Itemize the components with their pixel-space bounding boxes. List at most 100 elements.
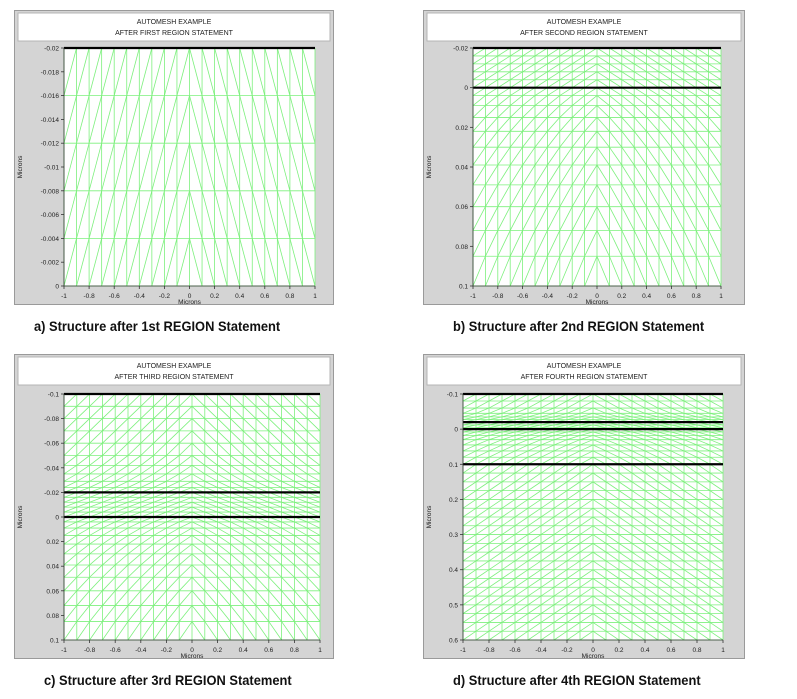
mesh-diagonal-line — [514, 595, 529, 606]
mesh-diagonal-line — [140, 527, 154, 536]
mesh-diagonal-line — [571, 95, 585, 106]
mesh-diagonal-line — [204, 442, 218, 456]
mesh-diagonal-line — [579, 424, 594, 429]
mesh-diagonal-line — [670, 393, 685, 402]
mesh-diagonal-line — [547, 79, 561, 89]
mesh-diagonal-line — [114, 535, 129, 545]
x-axis-label: Microns — [178, 299, 202, 305]
mesh-diagonal-line — [113, 238, 128, 287]
mesh-diagonal-line — [708, 47, 722, 57]
mesh-diagonal-line — [268, 605, 282, 622]
mesh-diagonal-line — [294, 442, 308, 456]
mesh-diagonal-line — [553, 525, 568, 535]
mesh-diagonal-line — [153, 543, 167, 555]
mesh-diagonal-line — [708, 230, 722, 257]
title-box — [426, 356, 742, 386]
mesh-diagonal-line — [566, 407, 581, 414]
mesh-diagonal-line — [268, 564, 282, 578]
x-axis-label: Microns — [582, 653, 606, 659]
mesh-diagonal-line — [76, 430, 90, 444]
mesh-diagonal-line — [708, 105, 722, 118]
mesh-diagonal-line — [226, 190, 241, 239]
mesh-diagonal-line — [251, 190, 266, 239]
mesh-diagonal-line — [89, 564, 103, 578]
mesh-diagonal-line — [276, 238, 291, 287]
mesh-diagonal-line — [127, 393, 142, 407]
mesh-diagonal-line — [605, 393, 620, 402]
mesh-diagonal-line — [683, 55, 697, 65]
mesh-diagonal-line — [579, 604, 594, 614]
mesh-diagonal-line — [605, 578, 620, 588]
mesh-diagonal-line — [475, 560, 490, 571]
mesh-diagonal-line — [497, 55, 511, 65]
mesh-diagonal-line — [488, 613, 503, 623]
mesh-diagonal-line — [501, 507, 516, 518]
mesh-diagonal-line — [114, 605, 129, 622]
mesh-diagonal-line — [501, 516, 516, 527]
mesh-diagonal-line — [696, 604, 711, 614]
mesh-diagonal-line — [657, 412, 672, 418]
mesh-diagonal-line — [547, 55, 561, 65]
mesh-diagonal-line — [76, 95, 90, 144]
mesh-diagonal-line — [596, 164, 610, 186]
mesh-diagonal-line — [63, 576, 78, 592]
mesh-diagonal-line — [472, 164, 486, 186]
mesh-diagonal-line — [631, 630, 646, 641]
mesh-diagonal-line — [566, 551, 581, 562]
mesh-diagonal-line — [76, 605, 90, 622]
y-tick-label: -0.014 — [41, 117, 60, 124]
mesh-diagonal-line — [485, 55, 499, 65]
mesh-diagonal-line — [264, 143, 278, 191]
mesh-diagonal-line — [462, 393, 477, 402]
mesh-diagonal-line — [670, 622, 685, 632]
mesh-diagonal-line — [178, 535, 193, 545]
mesh-diagonal-line — [579, 444, 594, 452]
mesh-diagonal-line — [153, 521, 167, 529]
x-tick-label: 0.4 — [235, 293, 244, 300]
mesh-diagonal-line — [179, 480, 193, 488]
mesh-diagonal-line — [631, 416, 646, 421]
mesh-diagonal-line — [102, 430, 116, 444]
mesh-diagonal-line — [76, 564, 90, 578]
plot-title: AUTOMESH EXAMPLE — [547, 363, 622, 370]
mesh-diagonal-line — [153, 605, 167, 622]
mesh-diagonal-line — [657, 439, 672, 446]
mesh-diagonal-line — [239, 47, 253, 96]
mesh-diagonal-line — [559, 146, 573, 166]
mesh-diagonal-line — [646, 79, 660, 89]
mesh-diagonal-line — [281, 506, 295, 513]
y-tick-label: 0.4 — [449, 567, 458, 574]
mesh-diagonal-line — [579, 393, 594, 402]
mesh-diagonal-line — [230, 455, 244, 466]
mesh-diagonal-line — [696, 551, 711, 562]
mesh-diagonal-line — [709, 613, 724, 623]
mesh-diagonal-line — [592, 490, 607, 500]
mesh-diagonal-line — [63, 521, 77, 529]
mesh-diagonal-line — [462, 424, 477, 429]
mesh-diagonal-line — [230, 590, 244, 606]
caption-d: d) Structure after 4th REGION Statement — [453, 672, 701, 688]
mesh-diagonal-line — [609, 256, 623, 287]
mesh-diagonal-line — [683, 560, 698, 571]
mesh-diagonal-line — [164, 238, 178, 287]
mesh-diagonal-line — [217, 418, 231, 432]
mesh-diagonal-line — [230, 501, 244, 508]
mesh-diagonal-line — [584, 79, 598, 89]
mesh-diagonal-line — [294, 406, 308, 419]
mesh-diagonal-line — [618, 439, 633, 446]
y-tick-label: -0.018 — [41, 69, 60, 76]
mesh-diagonal-line — [114, 418, 129, 432]
mesh-diagonal-line — [540, 481, 555, 491]
plot-subtitle: AFTER THIRD REGION STATEMENT — [114, 374, 234, 381]
mesh-diagonal-line — [566, 534, 581, 544]
mesh-diagonal-line — [547, 63, 561, 73]
x-tick-label: 0.4 — [640, 647, 649, 654]
mesh-diagonal-line — [89, 480, 103, 488]
mesh-lines — [472, 47, 722, 287]
mesh-diagonal-line — [242, 455, 257, 466]
mesh-diagonal-line — [559, 87, 573, 96]
mesh-diagonal-line — [191, 496, 205, 503]
mesh-diagonal-line — [255, 393, 270, 407]
mesh-diagonal-line — [527, 534, 542, 544]
mesh-diagonal-line — [501, 551, 516, 562]
